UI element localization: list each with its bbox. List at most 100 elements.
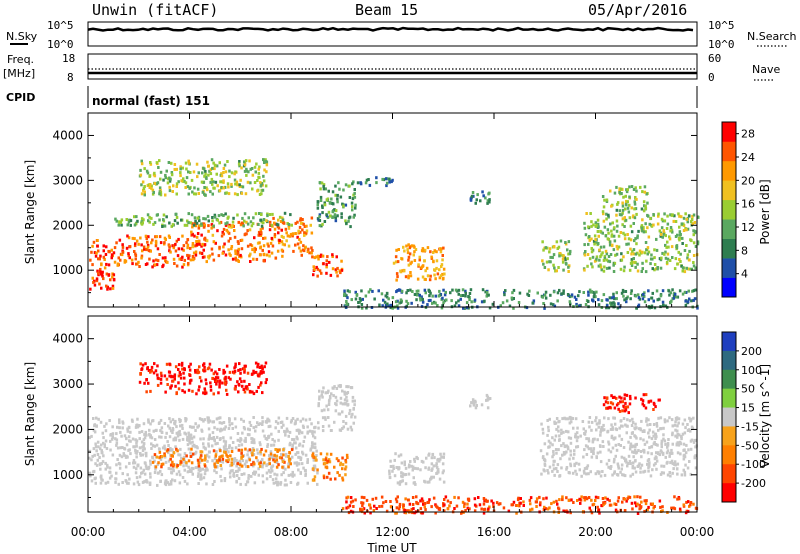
heatmap-cell — [634, 435, 637, 439]
heatmap-cell — [115, 471, 118, 475]
heatmap-cell — [471, 398, 475, 402]
heatmap-cell — [345, 453, 349, 457]
heatmap-cell — [278, 448, 281, 452]
heatmap-cell — [261, 474, 264, 478]
heatmap-cell — [450, 299, 453, 303]
heatmap-cell — [349, 500, 353, 504]
heatmap-cell — [213, 469, 216, 473]
heatmap-cell — [677, 497, 681, 501]
heatmap-cell — [279, 220, 283, 223]
heatmap-cell — [622, 231, 625, 235]
heatmap-cell — [152, 371, 156, 375]
heatmap-cell — [187, 159, 190, 163]
heatmap-cell — [546, 507, 550, 511]
heatmap-cell — [670, 228, 674, 232]
heatmap-cell — [474, 406, 478, 410]
heatmap-cell — [103, 445, 106, 449]
heatmap-cell — [573, 452, 576, 456]
heatmap-cell — [254, 212, 258, 216]
heatmap-cell — [246, 453, 249, 457]
heatmap-cell — [186, 253, 189, 257]
heatmap-cell — [135, 476, 139, 480]
heatmap-cell — [125, 246, 129, 250]
heatmap-cell — [274, 222, 277, 226]
heatmap-cell — [240, 456, 243, 460]
heatmap-cell — [222, 186, 225, 190]
heatmap-cell — [575, 431, 579, 435]
heatmap-cell — [604, 234, 608, 238]
heatmap-cell — [599, 460, 603, 464]
heatmap-cell — [325, 213, 328, 217]
heatmap-cell — [484, 498, 487, 502]
heatmap-cell — [486, 201, 489, 205]
heatmap-cell — [588, 425, 591, 429]
heatmap-cell — [639, 470, 642, 474]
heatmap-cell — [144, 464, 148, 468]
heatmap-cell — [228, 423, 231, 427]
heatmap-cell — [611, 426, 614, 430]
heatmap-cell — [327, 471, 331, 475]
heatmap-cell — [343, 392, 347, 396]
heatmap-cell — [109, 448, 112, 452]
heatmap-cell — [165, 169, 168, 173]
heatmap-cell — [279, 482, 282, 486]
heatmap-cell — [183, 431, 186, 435]
heatmap-cell — [156, 383, 160, 387]
heatmap-cell — [676, 424, 679, 428]
heatmap-cell — [394, 255, 398, 259]
heatmap-cell — [287, 465, 290, 469]
heatmap-cell — [265, 464, 268, 468]
heatmap-cell — [324, 391, 327, 395]
heatmap-cell — [222, 371, 225, 375]
heatmap-cell — [403, 508, 407, 512]
heatmap-cell — [629, 444, 632, 448]
heatmap-cell — [216, 184, 219, 188]
heatmap-cell — [635, 242, 638, 246]
heatmap-cell — [569, 453, 573, 457]
heatmap-cell — [538, 503, 542, 507]
heatmap-cell — [321, 429, 325, 433]
heatmap-cell — [693, 221, 697, 224]
heatmap-cell — [544, 246, 548, 250]
heatmap-cell — [260, 183, 263, 187]
heatmap-cell — [145, 169, 149, 173]
heatmap-cell — [454, 288, 458, 292]
heatmap-cell — [658, 257, 662, 261]
heatmap-cell — [194, 219, 197, 223]
heatmap-cell — [217, 391, 220, 395]
heatmap-cell — [588, 238, 591, 242]
heatmap-cell — [576, 499, 579, 502]
heatmap-cell — [230, 245, 234, 248]
heatmap-cell — [225, 448, 228, 451]
heatmap-cell — [588, 506, 591, 510]
heatmap-cell — [349, 496, 353, 499]
heatmap-cell — [198, 385, 201, 389]
heatmap-cell — [108, 250, 111, 254]
heatmap-cell — [241, 454, 244, 458]
heatmap-cell — [139, 452, 142, 455]
heatmap-cell — [290, 223, 293, 227]
heatmap-cell — [149, 389, 152, 393]
heatmap-cell — [604, 400, 608, 404]
heatmap-cell — [187, 431, 190, 435]
heatmap-cell — [223, 381, 227, 385]
heatmap-cell — [129, 452, 132, 456]
heatmap-cell — [215, 172, 218, 176]
heatmap-cell — [691, 222, 694, 226]
heatmap-cell — [605, 406, 608, 410]
heatmap-cell — [557, 266, 560, 269]
heatmap-cell — [192, 223, 196, 227]
heatmap-cell — [258, 212, 261, 215]
heatmap-cell — [434, 301, 437, 305]
colorbar-tick-label: -15 — [741, 420, 759, 433]
heatmap-cell — [92, 447, 96, 451]
heatmap-cell — [645, 259, 648, 263]
heatmap-cell — [246, 433, 250, 437]
heatmap-cell — [283, 211, 287, 215]
heatmap-cell — [203, 186, 206, 189]
heatmap-cell — [692, 213, 696, 217]
heatmap-cell — [261, 367, 264, 371]
heatmap-cell — [334, 219, 338, 223]
heatmap-cell — [629, 442, 633, 446]
